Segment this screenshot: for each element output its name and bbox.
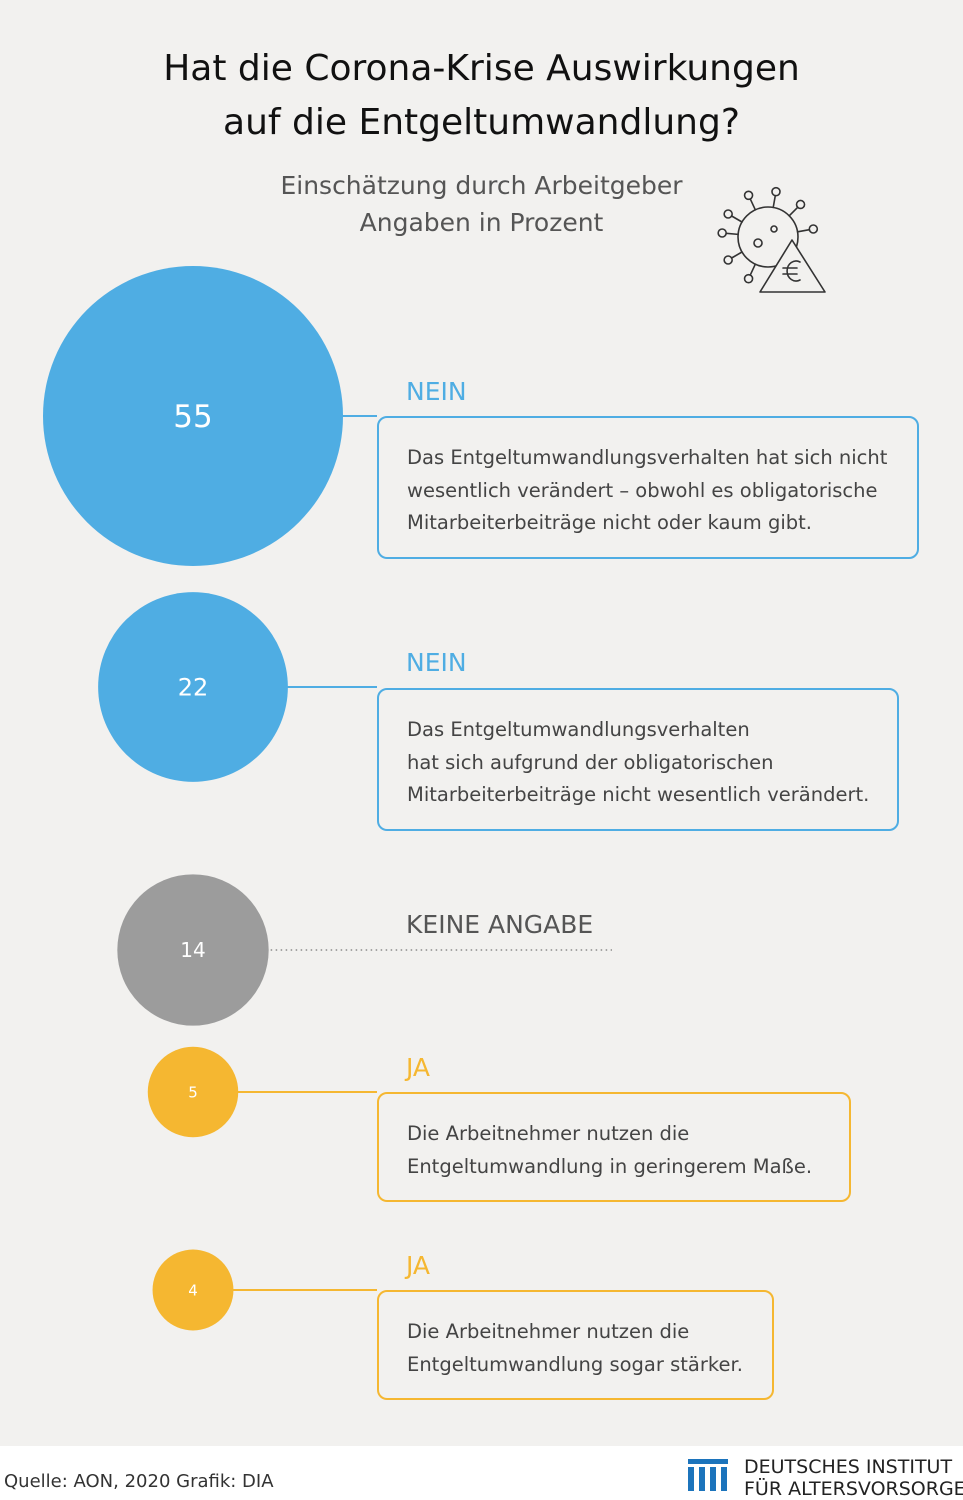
subtitle-line-1: Einschätzung durch Arbeitgeber [280, 171, 683, 200]
description-line-1-1: Das Entgeltumwandlungsverhalten hat sich… [407, 446, 888, 469]
source-note: Quelle: AON, 2020 Grafik: DIA [4, 1471, 274, 1492]
subtitle: Einschätzung durch Arbeitgeber Angaben i… [0, 167, 963, 241]
virus-spike-tip [743, 273, 754, 284]
virus-spike-tip [717, 228, 727, 238]
virus-spike [749, 198, 757, 211]
virus-spike [796, 228, 811, 233]
description-line-2-1: Das Entgeltumwandlungsverhalten [407, 718, 750, 741]
virus-spike-tip [808, 224, 819, 234]
bubble-5 [152, 1249, 234, 1331]
virus-spike [772, 194, 777, 209]
description-line-2-3: Mitarbeiterbeiträge nicht wesentlich ver… [407, 783, 870, 806]
description-line-2-2: hat sich aufgrund der obligatorischen [407, 750, 774, 774]
bubble-value-1: 55 [173, 399, 212, 435]
virus-spike-tip [795, 199, 806, 210]
bubble-1 [43, 266, 343, 566]
virus-spot [770, 225, 778, 233]
chart-marks: 55 22 14 5 4 [43, 266, 612, 1331]
page-title: Hat die Corona-Krise Auswirkungen auf di… [0, 42, 963, 150]
category-label-4: JA [406, 1053, 431, 1082]
org-line-2: FÜR ALTERSVORSORGE [744, 1478, 963, 1500]
bubble-value-2: 22 [178, 674, 209, 702]
description-line-5-1: Die Arbeitnehmer nutzen die [407, 1320, 690, 1343]
virus-spike [730, 251, 743, 259]
description-line-4-1: Die Arbeitnehmer nutzen die [407, 1122, 690, 1145]
title-line-2: auf die Entgeltumwandlung? [223, 102, 740, 143]
category-label-3: KEINE ANGABE [406, 910, 594, 939]
virus-spike [730, 215, 743, 223]
bubble-value-5: 4 [188, 1281, 198, 1299]
category-label-1: NEIN [406, 377, 467, 406]
description-box-1: Das Entgeltumwandlungsverhalten hat sich… [377, 416, 919, 559]
warning-triangle [759, 239, 826, 293]
virus-spike [725, 232, 739, 236]
org-line-1: DEUTSCHES INSTITUT [744, 1456, 953, 1478]
euro-arc [786, 260, 801, 282]
bubble-value-4: 5 [188, 1083, 198, 1101]
dia-logo-icon [688, 1459, 728, 1491]
bubble-value-3: 14 [180, 938, 205, 962]
virus-spike-tip [771, 186, 781, 197]
bubble-2 [98, 592, 288, 782]
category-label-5: JA [406, 1251, 431, 1280]
virus-spike [788, 206, 799, 217]
bubble-3 [117, 874, 269, 1026]
description-box-2: Das Entgeltumwandlungsverhalten hat sich … [377, 688, 899, 831]
virus-euro-warning-icon [717, 186, 826, 293]
description-box-4: Die Arbeitnehmer nutzen die Entgeltumwand… [377, 1092, 851, 1202]
category-label-2: NEIN [406, 648, 467, 677]
virus-body [737, 206, 799, 268]
subtitle-line-2: Angaben in Prozent [359, 208, 604, 237]
virus-spike-tip [723, 209, 733, 219]
footer: Quelle: AON, 2020 Grafik: DIA DEUTSCHES … [0, 1446, 963, 1500]
virus-spike-tip [743, 190, 754, 201]
bubble-4 [147, 1046, 239, 1138]
virus-spike [749, 263, 757, 276]
description-line-1-3: Mitarbeiterbeiträge nicht oder kaum gibt… [407, 511, 812, 534]
description-line-1-2: wesentlich verändert – obwohl es obligat… [407, 478, 878, 502]
title-line-1: Hat die Corona-Krise Auswirkungen [163, 48, 800, 89]
virus-spot [753, 238, 763, 248]
virus-spike-tip [723, 255, 733, 265]
description-box-5: Die Arbeitnehmer nutzen die Entgeltumwand… [377, 1290, 774, 1400]
description-line-5-2: Entgeltumwandlung sogar stärker. [407, 1352, 743, 1376]
organization-name: DEUTSCHES INSTITUT FÜR ALTERSVORSORGE [744, 1456, 963, 1500]
description-line-4-2: Entgeltumwandlung in geringerem Maße. [407, 1154, 813, 1178]
bubble-chart: 55 22 14 5 4 [43, 186, 826, 1331]
